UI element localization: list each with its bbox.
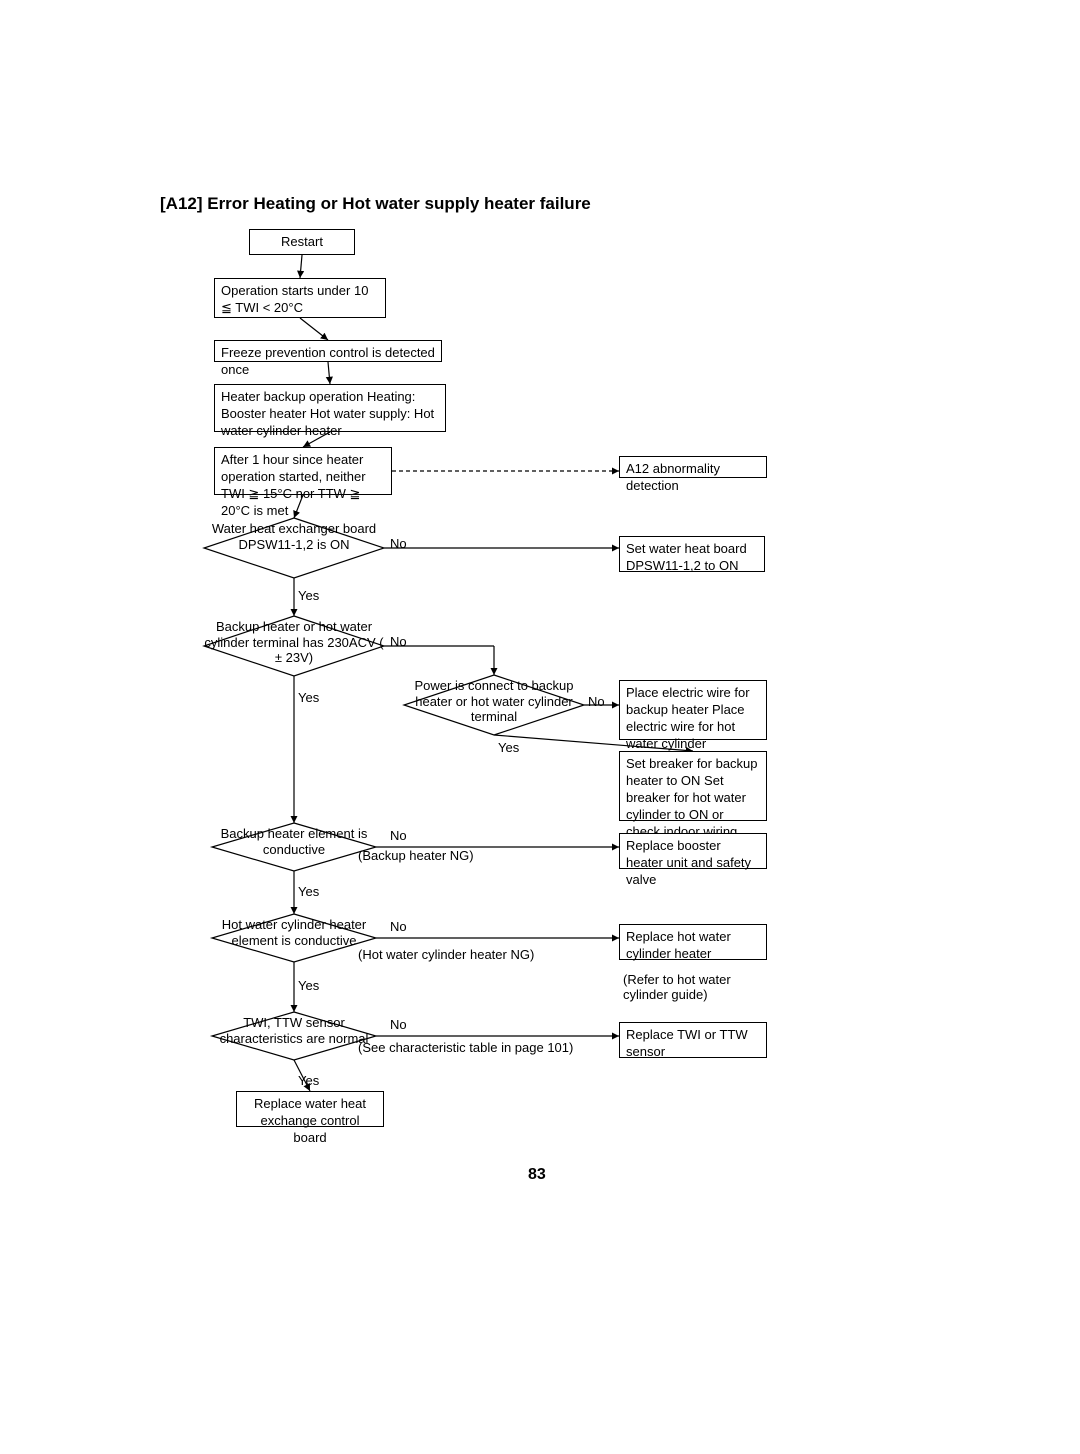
node-repboard: Replace water heat exchange control boar… xyxy=(236,1091,384,1127)
note-seechar: (See characteristic table in page 101) xyxy=(358,1040,573,1055)
edge-label: Yes xyxy=(298,588,319,603)
node-a12det: A12 abnormality detection xyxy=(619,456,767,478)
node-restart: Restart xyxy=(249,229,355,255)
note-hwng: (Hot water cylinder heater NG) xyxy=(358,947,534,962)
node-d_power-text: Power is connect to backup heater or hot… xyxy=(404,678,584,732)
edge-label: No xyxy=(390,919,407,934)
node-setbreaker: Set breaker for backup heater to ON Set … xyxy=(619,751,767,821)
page-title: [A12] Error Heating or Hot water supply … xyxy=(160,194,591,214)
node-rephw: Replace hot water cylinder heater xyxy=(619,924,767,960)
edge-label: No xyxy=(588,694,605,709)
node-d_230v-text: Backup heater or hot water cylinder term… xyxy=(204,619,384,673)
node-repsensor: Replace TWI or TTW sensor xyxy=(619,1022,767,1058)
edge-label: Yes xyxy=(498,740,519,755)
node-placewire: Place electric wire for backup heater Pl… xyxy=(619,680,767,740)
edge-label: Yes xyxy=(298,690,319,705)
node-repbooster: Replace booster heater unit and safety v… xyxy=(619,833,767,869)
node-opstart: Operation starts under 10 ≦ TWI < 20°C xyxy=(214,278,386,318)
edge-label: No xyxy=(390,1017,407,1032)
node-d_hwcond-text: Hot water cylinder heater element is con… xyxy=(212,917,376,959)
note-referhw: (Refer to hot water cylinder guide) xyxy=(623,972,731,1002)
node-d_bhcond-text: Backup heater element is conductive xyxy=(212,826,376,868)
edge-label: Yes xyxy=(298,1073,319,1088)
node-heaterbk: Heater backup operation Heating: Booster… xyxy=(214,384,446,432)
edge-label: Yes xyxy=(298,884,319,899)
node-d_dpsw-text: Water heat exchanger board DPSW11-1,2 is… xyxy=(204,521,384,575)
edge-label: Yes xyxy=(298,978,319,993)
node-d_sensor-text: TWI, TTW sensor characteristics are norm… xyxy=(212,1015,376,1057)
node-setdpsw: Set water heat board DPSW11-1,2 to ON xyxy=(619,536,765,572)
page-number: 83 xyxy=(528,1166,546,1184)
edge-label: No xyxy=(390,536,407,551)
node-after1h: After 1 hour since heater operation star… xyxy=(214,447,392,495)
node-freeze: Freeze prevention control is detected on… xyxy=(214,340,442,362)
edge-label: No xyxy=(390,828,407,843)
edge-label: No xyxy=(390,634,407,649)
page-root: [A12] Error Heating or Hot water supply … xyxy=(0,0,1080,1454)
note-bhng: (Backup heater NG) xyxy=(358,848,474,863)
